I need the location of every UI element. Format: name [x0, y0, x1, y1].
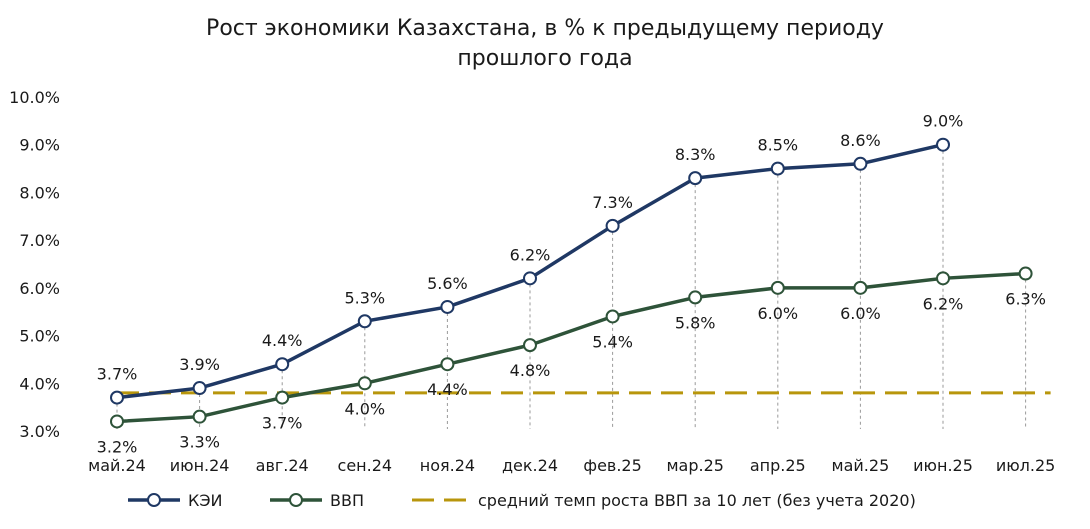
- legend-avg-label: средний темп роста ВВП за 10 лет (без уч…: [478, 491, 916, 510]
- gdp-data-label: 6.0%: [840, 304, 881, 323]
- x-tick-label: авг.24: [256, 456, 309, 475]
- gdp-point: [357, 376, 372, 391]
- x-tick-label: май.24: [88, 456, 146, 475]
- kei-data-label: 8.5%: [757, 136, 798, 155]
- kei-point: [523, 271, 537, 286]
- kei-data-label: 9.0%: [923, 112, 964, 131]
- kei-data-label: 6.2%: [510, 245, 551, 264]
- x-tick-label: июн.25: [913, 456, 973, 475]
- gdp-data-label: 6.3%: [1005, 290, 1046, 309]
- kei-data-label: 5.3%: [344, 288, 385, 307]
- x-tick-label: сен.24: [338, 456, 393, 475]
- x-tick-label: ноя.24: [420, 456, 475, 475]
- chart-title: Рост экономики Казахстана, в % к предыду…: [0, 14, 1090, 74]
- x-tick-label: май.25: [832, 456, 890, 475]
- gdp-data-label: 5.8%: [675, 313, 716, 332]
- kei-data-label: 4.4%: [262, 331, 303, 350]
- kei-point: [110, 390, 124, 405]
- gdp-data-label: 6.0%: [757, 304, 798, 323]
- gdp-data-label: 4.4%: [427, 380, 468, 399]
- gdp-point: [770, 280, 785, 295]
- gdp-point: [275, 390, 290, 405]
- gdp-point: [605, 309, 620, 324]
- kei-point: [275, 357, 290, 372]
- chart-title-line-2: прошлого года: [457, 46, 633, 71]
- x-tick-label: дек.24: [502, 456, 558, 475]
- x-tick-label: фев.25: [583, 456, 641, 475]
- y-tick-label: 5.0%: [19, 327, 60, 346]
- gdp-data-label: 4.8%: [510, 361, 551, 380]
- y-tick-label: 4.0%: [19, 374, 60, 393]
- gdp-data-label: 5.4%: [592, 332, 633, 351]
- kei-point: [770, 161, 785, 176]
- gdp-data-label: 3.2%: [97, 437, 138, 456]
- y-tick-label: 3.0%: [19, 422, 60, 441]
- kei-data-label: 3.9%: [179, 355, 220, 374]
- gdp-point: [192, 409, 207, 424]
- kei-point: [936, 137, 950, 152]
- gdp-data-label: 4.0%: [344, 399, 385, 418]
- gdp-data-label: 3.3%: [179, 433, 220, 452]
- x-axis: май.24 июн.24 авг.24 сен.24 ноя.24 дек.24 фев.…: [88, 456, 1055, 475]
- gdp-point: [523, 338, 537, 353]
- y-axis: 3.0% 4.0% 5.0% 6.0% 7.0% 8.0% 9.0% 10.0%: [9, 88, 60, 441]
- legend: КЭИ ВВП средний темп роста ВВП за 10 лет (…: [128, 491, 916, 510]
- x-tick-label: июл.25: [996, 456, 1056, 475]
- drop-lines: [116, 144, 1027, 429]
- kei-point: [192, 381, 207, 396]
- y-tick-label: 10.0%: [9, 88, 60, 107]
- gdp-point: [853, 280, 868, 295]
- y-tick-label: 8.0%: [19, 183, 60, 202]
- kei-point: [688, 171, 703, 186]
- y-tick-label: 9.0%: [19, 136, 60, 155]
- x-tick-label: апр.25: [750, 456, 806, 475]
- gdp-line: [116, 271, 1026, 424]
- gdp-point: [1018, 266, 1033, 281]
- gdp-point: [936, 271, 950, 286]
- legend-gdp-marker: [289, 493, 303, 507]
- kei-line: [116, 143, 944, 400]
- kei-point: [440, 299, 455, 314]
- series-layer: 3.7% 3.9% 4.4% 5.3% 5.6% 6.2% 7.3% 8.3% 8.5% 8.6%…: [97, 112, 1051, 456]
- kei-point: [853, 156, 868, 171]
- kei-point: [357, 314, 372, 329]
- legend-kei-marker: [147, 493, 161, 507]
- gdp-point: [110, 414, 124, 429]
- kei-data-label: 3.7%: [97, 365, 138, 384]
- y-tick-label: 7.0%: [19, 231, 60, 250]
- legend-gdp-label: ВВП: [330, 491, 364, 510]
- y-tick-label: 6.0%: [19, 279, 60, 298]
- kei-data-label: 5.6%: [427, 274, 468, 293]
- legend-kei-label: КЭИ: [188, 491, 223, 510]
- kei-data-label: 8.3%: [675, 145, 716, 164]
- gdp-data-label: 6.2%: [923, 294, 964, 313]
- gdp-data-label: 3.7%: [262, 414, 303, 433]
- kei-data-label: 7.3%: [592, 193, 633, 212]
- kei-data-label: 8.6%: [840, 131, 881, 150]
- kei-point: [605, 218, 620, 233]
- gdp-point: [688, 290, 703, 305]
- x-tick-label: июн.24: [170, 456, 230, 475]
- chart-title-line-1: Рост экономики Казахстана, в % к предыду…: [206, 16, 884, 41]
- gdp-point: [440, 357, 455, 372]
- x-tick-label: мар.25: [666, 456, 723, 475]
